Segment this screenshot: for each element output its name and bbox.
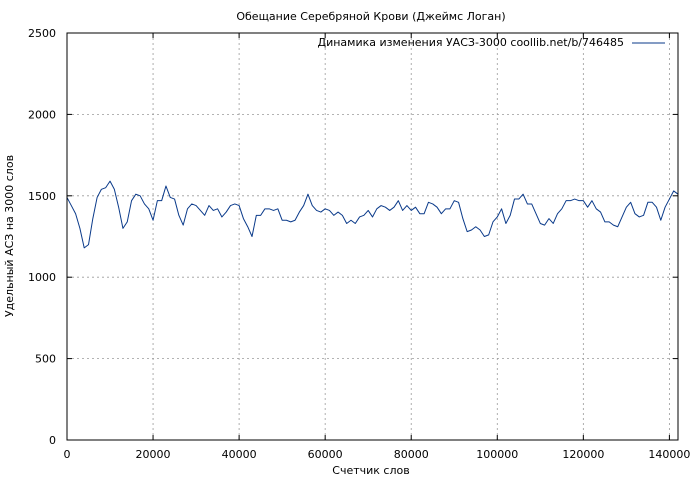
y-axis-label: Удельный АСЗ на 3000 слов <box>3 155 16 317</box>
plot-area-frame <box>66 32 679 441</box>
series-line <box>66 180 679 249</box>
x-tick-label: 40000 <box>222 448 257 461</box>
axis-ticks: 0 500 1000 1500 2000 2500 0 20000 40000 60000 8000… <box>28 27 690 461</box>
x-tick-label: 20000 <box>136 448 171 461</box>
x-tick-label: 60000 <box>308 448 343 461</box>
legend-label: Динамика изменения УАСЗ-3000 coollib.net… <box>318 36 625 49</box>
x-tick-label: 120000 <box>562 448 604 461</box>
y-tick-label: 2000 <box>28 108 56 121</box>
chart-title: Обещание Серебряной Крови (Джеймс Логан) <box>236 10 505 23</box>
x-tick-label: 80000 <box>394 448 429 461</box>
x-tick-label: 0 <box>64 448 71 461</box>
y-tick-label: 1000 <box>28 271 56 284</box>
y-tick-label: 500 <box>35 353 56 366</box>
legend: Динамика изменения УАСЗ-3000 coollib.net… <box>318 36 665 49</box>
y-tick-label: 1500 <box>28 190 56 203</box>
y-tick-label: 2500 <box>28 27 56 40</box>
grid-lines <box>67 33 678 440</box>
x-axis-label: Счетчик слов <box>332 464 409 477</box>
x-tick-label: 140000 <box>648 448 690 461</box>
x-tick-label: 100000 <box>476 448 518 461</box>
series-layer <box>66 180 679 249</box>
y-tick-label: 0 <box>49 434 56 447</box>
